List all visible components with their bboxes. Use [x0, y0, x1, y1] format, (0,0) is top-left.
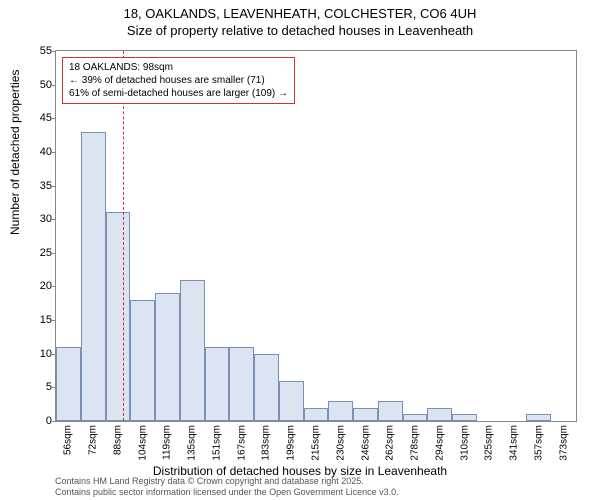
x-tick-label: 215sqm [311, 425, 322, 461]
histogram-bar [279, 381, 304, 421]
x-tick-label: 294sqm [434, 425, 445, 461]
histogram-bar [180, 280, 205, 421]
x-tick-label: 246sqm [360, 425, 371, 461]
chart-title: 18, OAKLANDS, LEAVENHEATH, COLCHESTER, C… [0, 0, 600, 40]
x-tick-label: 104sqm [137, 425, 148, 461]
x-tick-label: 278sqm [410, 425, 421, 461]
histogram-bar [56, 347, 81, 421]
y-tick-label: 20 [40, 280, 52, 292]
x-tick-label: 230sqm [335, 425, 346, 461]
histogram-bar [106, 212, 131, 421]
histogram-bar [81, 132, 106, 421]
y-axis-label: Number of detached properties [8, 70, 22, 235]
y-tick-label: 55 [40, 45, 52, 57]
histogram-bar [403, 414, 428, 421]
histogram-bar [353, 408, 378, 421]
x-tick-label: 72sqm [88, 425, 99, 455]
y-tick-label: 50 [40, 79, 52, 91]
chart-area: 0510152025303540455055 56sqm72sqm88sqm10… [55, 50, 575, 420]
y-tick-label: 10 [40, 348, 52, 360]
x-tick-label: 341sqm [509, 425, 520, 461]
y-tick-label: 30 [40, 213, 52, 225]
histogram-bar [130, 300, 155, 421]
x-tick-label: 151sqm [211, 425, 222, 461]
annotation-line1: 18 OAKLANDS: 98sqm [69, 61, 288, 74]
histogram-bar [526, 414, 551, 421]
histogram-bar [229, 347, 254, 421]
y-tick-label: 45 [40, 112, 52, 124]
x-tick-label: 183sqm [261, 425, 272, 461]
x-tick-label: 88sqm [112, 425, 123, 455]
x-tick-label: 325sqm [484, 425, 495, 461]
x-tick-label: 167sqm [236, 425, 247, 461]
histogram-bar [205, 347, 230, 421]
histogram-bar [378, 401, 403, 421]
histogram-bar [427, 408, 452, 421]
x-tick-label: 262sqm [385, 425, 396, 461]
license-line2: Contains public sector information licen… [55, 487, 399, 498]
x-tick-label: 199sqm [286, 425, 297, 461]
annotation-line3: 61% of semi-detached houses are larger (… [69, 87, 288, 100]
x-tick-label: 357sqm [533, 425, 544, 461]
license-line1: Contains HM Land Registry data © Crown c… [55, 476, 399, 487]
y-tick-label: 25 [40, 247, 52, 259]
x-tick-label: 56sqm [63, 425, 74, 455]
x-tick-label: 310sqm [459, 425, 470, 461]
title-line1: 18, OAKLANDS, LEAVENHEATH, COLCHESTER, C… [0, 6, 600, 23]
license-text: Contains HM Land Registry data © Crown c… [55, 476, 399, 498]
histogram-bar [155, 293, 180, 421]
histogram-bar [254, 354, 279, 421]
reference-line [123, 51, 124, 421]
annotation-line2: ← 39% of detached houses are smaller (71… [69, 74, 288, 87]
x-tick-label: 373sqm [558, 425, 569, 461]
y-tick-label: 40 [40, 146, 52, 158]
plot-box: 0510152025303540455055 56sqm72sqm88sqm10… [55, 50, 577, 422]
y-tick-label: 35 [40, 180, 52, 192]
histogram-bar [328, 401, 353, 421]
annotation-box: 18 OAKLANDS: 98sqm ← 39% of detached hou… [62, 57, 295, 104]
x-tick-label: 135sqm [187, 425, 198, 461]
x-tick-label: 119sqm [162, 425, 173, 460]
y-tick-label: 15 [40, 314, 52, 326]
histogram-bar [452, 414, 477, 421]
histogram-bar [304, 408, 329, 421]
title-line2: Size of property relative to detached ho… [0, 23, 600, 40]
